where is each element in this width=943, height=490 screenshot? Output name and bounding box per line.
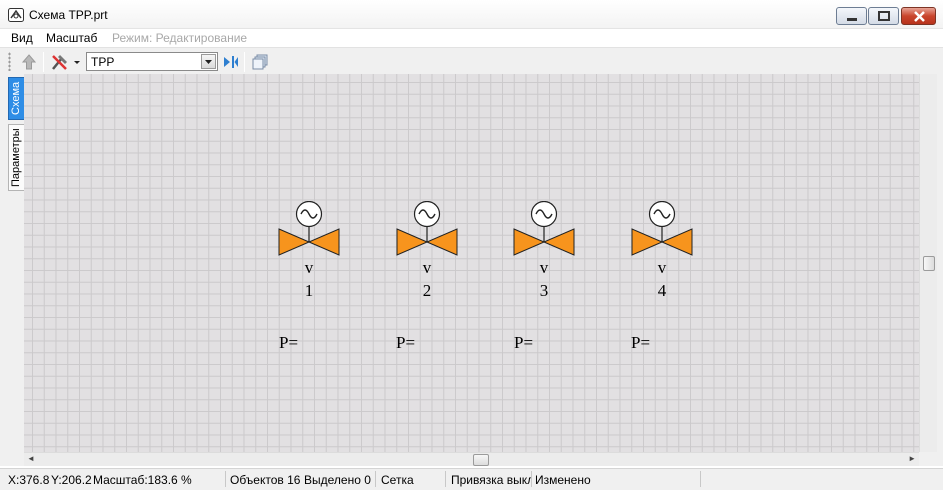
status-objects: Объектов 16 [230,473,301,487]
minimize-icon [847,18,857,21]
valve-number-label: 2 [422,281,432,300]
pressure-label[interactable]: P= [514,333,534,352]
valve-3[interactable]: v 3 [513,201,575,313]
valve-number-label: 3 [539,281,549,300]
scroll-corner [919,452,937,466]
status-grid: Сетка [381,473,414,487]
chevron-down-icon [205,60,212,64]
valve-number-label: 4 [657,281,667,300]
pressure-label[interactable]: P= [396,333,416,352]
menu-bar: Вид Масштаб Режим: Редактирование [0,29,943,47]
tab-parameters[interactable]: Параметры [8,124,25,191]
toolbar-separator [244,52,245,72]
pressure-label[interactable]: P= [279,333,299,352]
close-button[interactable] [901,7,936,25]
valve-type-label: v [657,258,667,277]
window-title: Схема TPP.prt [29,8,108,22]
pressure-label[interactable]: P= [631,333,651,352]
status-separator [375,471,376,487]
valve-type-label: v [539,258,549,277]
valve-1[interactable]: v 1 [278,201,340,313]
title-bar: Схема TPP.prt [0,0,943,29]
vertical-scrollbar[interactable] [919,74,937,452]
menu-scale[interactable]: Масштаб [46,31,98,45]
status-modified: Изменено [535,473,591,487]
menu-mode: Режим: Редактирование [112,31,248,45]
layers-icon [252,54,268,70]
valve-number-label: 1 [304,281,314,300]
status-x: X:376.8 [8,473,50,487]
menu-view[interactable]: Вид [11,31,33,45]
valve-type-label: v [422,258,432,277]
valve-type-label: v [304,258,314,277]
vertical-scroll-thumb[interactable] [923,256,935,271]
tab-scheme[interactable]: Схема [8,77,25,120]
arrow-up-icon [21,54,37,70]
combo-dropdown-button[interactable] [201,54,216,69]
status-y: Y:206.2 [51,473,92,487]
layers-button[interactable] [249,51,271,73]
valve-2[interactable]: v 2 [396,201,458,313]
tools-icon [52,55,80,70]
close-icon [914,11,925,22]
status-separator [531,471,532,487]
horizontal-scroll-thumb[interactable] [473,454,489,466]
status-zoom: Масштаб:183.6 % [93,473,192,487]
fit-button[interactable] [220,51,242,73]
valve-icon [278,201,340,256]
tools-dropdown-button[interactable] [49,51,83,73]
valve-icon [513,201,575,256]
status-separator [445,471,446,487]
status-bar: X:376.8 Y:206.2 Масштаб:183.6 % Объектов… [0,468,943,490]
status-snap: Привязка выкл [451,473,531,487]
maximize-button[interactable] [868,7,899,25]
scheme-canvas[interactable]: v 1 v 2 v 3 v 4 P= P= P= P= [24,74,919,452]
maximize-icon [878,11,890,21]
valve-icon [631,201,693,256]
app-icon [8,8,24,22]
scheme-select-value: TPP [91,55,115,69]
up-button[interactable] [18,51,40,73]
toolbar: TPP [0,47,943,74]
minimize-button[interactable] [836,7,867,25]
side-tabs: Схема Параметры [0,74,25,466]
toolbar-separator [43,52,44,72]
scroll-right-icon[interactable]: ► [908,454,916,463]
horizontal-scrollbar[interactable]: ◄ ► [24,452,919,466]
valve-4[interactable]: v 4 [631,201,693,313]
status-separator [700,471,701,487]
toolbar-grip[interactable] [8,52,11,71]
status-separator [225,471,226,487]
fit-icon [224,56,238,68]
window-edge [937,74,943,466]
status-selected: Выделено 0 [304,473,371,487]
scheme-select[interactable]: TPP [86,52,218,71]
valve-icon [396,201,458,256]
scroll-left-icon[interactable]: ◄ [27,454,35,463]
